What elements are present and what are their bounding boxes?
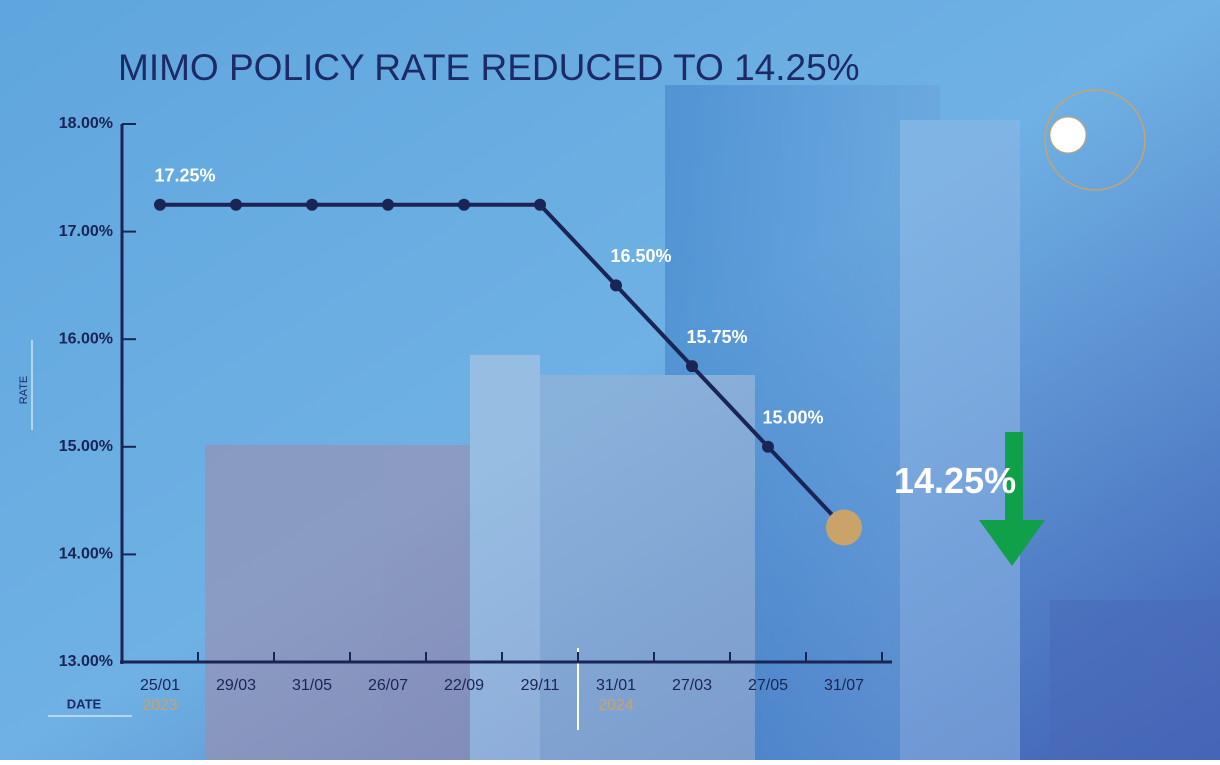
y-tick-label: 15.00%	[59, 438, 113, 455]
arrow-head	[979, 520, 1045, 566]
right-building	[1050, 600, 1220, 760]
data-label: 17.25%	[154, 165, 215, 185]
point	[686, 360, 698, 373]
point	[762, 440, 774, 453]
arrow-shaft	[1005, 432, 1023, 520]
x-tick-label: 26/07	[368, 677, 408, 694]
point	[382, 198, 394, 211]
x-tick-label: 29/11	[521, 677, 560, 694]
x-axis-label: DATE	[67, 696, 102, 711]
logo	[1044, 89, 1146, 191]
year-label: 2024	[598, 697, 634, 714]
round-building	[470, 355, 540, 760]
data-label: 15.75%	[686, 327, 747, 347]
buildings	[205, 85, 1220, 760]
x-tick-label: 27/05	[748, 677, 788, 694]
y-tick-label: 16.00%	[59, 330, 113, 347]
point	[458, 198, 470, 211]
y-tick-label: 14.00%	[59, 546, 113, 563]
tower-side	[900, 120, 1020, 760]
x-tick-label: 31/07	[824, 677, 864, 694]
line	[160, 202, 846, 529]
point	[610, 279, 622, 292]
y-tick-label: 17.00%	[59, 223, 113, 240]
x-tick-label: 22/09	[444, 677, 484, 694]
x-tick-label: 31/01	[596, 677, 636, 694]
point	[306, 198, 318, 211]
y-tick-label: 18.00%	[59, 115, 113, 132]
x-tick-label: 29/03	[216, 677, 256, 694]
data-label: 14.25%	[894, 460, 1016, 501]
data-label: 15.00%	[762, 408, 823, 428]
point	[154, 198, 166, 211]
logo-ring	[1044, 89, 1146, 191]
data-label: 16.50%	[610, 246, 671, 266]
logo-seal	[1049, 116, 1087, 154]
point	[534, 198, 546, 211]
grid-building	[540, 375, 755, 760]
chart-title: MIMO POLICY RATE REDUCED TO 14.25%	[118, 47, 860, 88]
year-label: 2023	[142, 697, 178, 714]
x-tick-label: 31/05	[292, 677, 332, 694]
x-tick-label: 27/03	[672, 677, 712, 694]
x-tick-label: 25/01	[140, 677, 180, 694]
point	[230, 198, 242, 211]
y-tick-label: 13.00%	[59, 653, 113, 670]
y-axis-label: RATE	[18, 376, 30, 405]
highlight-point	[826, 509, 862, 546]
